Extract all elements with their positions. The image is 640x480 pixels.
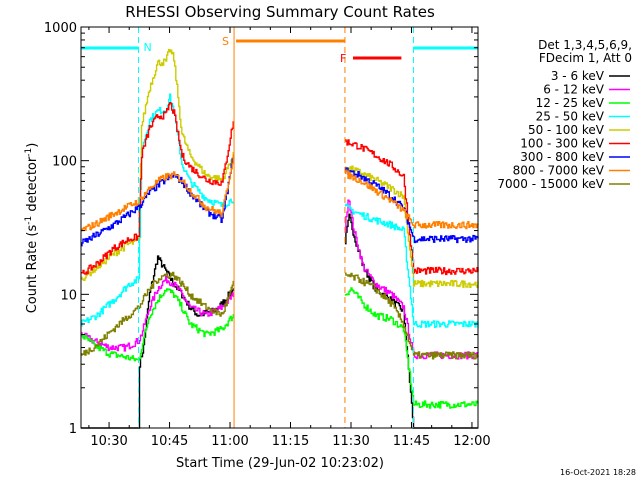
legend-label-3-6-kev: 3 - 6 keV — [551, 69, 605, 83]
legend-entry-50-100-kev: 50 - 100 keV — [528, 123, 630, 137]
legend-label-25-50-kev: 25 - 50 keV — [536, 110, 605, 124]
y-axis-label-main: Count Rate (s — [25, 225, 40, 314]
x-tick-label-11-45: 11:45 — [393, 434, 430, 449]
series-7000-15000-kev — [81, 271, 479, 360]
legend-entry-300-800-kev: 300 - 800 keV — [520, 150, 630, 164]
series-line-100-300-kev-pre — [81, 102, 234, 275]
series-line-50-100-kev-post — [344, 165, 479, 288]
series-line-12-25-kev-pre — [81, 288, 234, 362]
legend-entry-6-12-kev: 6 - 12 keV — [543, 83, 630, 97]
plot-frame — [80, 26, 479, 429]
series-layer — [81, 48, 479, 429]
series-100-300-kev — [81, 102, 479, 276]
series-line-300-800-kev-pre — [81, 158, 234, 247]
series-line-800-7000-kev-pre — [81, 154, 234, 232]
series-line-100-300-kev-post — [344, 139, 479, 276]
legend-entry-25-50-kev: 25 - 50 keV — [536, 110, 630, 124]
x-tick-label-10-30: 10:30 — [90, 434, 127, 449]
legend-label-6-12-kev: 6 - 12 keV — [543, 83, 605, 97]
legend-entry-100-300-kev: 100 - 300 keV — [520, 137, 630, 151]
axis-layer: 10:30 10:45 11:00 11:15 11:30 11:45 12:00 1 10 10… — [44, 21, 491, 449]
series-line-7000-15000-kev-pre — [81, 271, 234, 356]
x-tick-label-10-45: 10:45 — [151, 434, 188, 449]
legend-label-300-800-kev: 300 - 800 keV — [520, 150, 604, 164]
timestamp: 16-Oct-2021 18:28 — [560, 468, 636, 477]
y-axis-label-end: ) — [25, 143, 40, 148]
legend-label-100-300-kev: 100 - 300 keV — [520, 137, 604, 151]
y-axis-label-sup2: -1 — [24, 148, 34, 157]
series-line-12-25-kev-post — [344, 287, 479, 409]
legend-header-line-2: FDecim 1, Att 0 — [539, 51, 632, 65]
series-line-25-50-kev-post — [344, 203, 479, 328]
y-tick-label-1: 1 — [69, 422, 77, 437]
series-line-300-800-kev-post — [344, 167, 479, 244]
y-tick-label-10: 10 — [60, 288, 77, 303]
legend-label-7000-15000-kev: 7000 - 15000 keV — [497, 177, 604, 191]
x-tick-label-11-00: 11:00 — [211, 434, 248, 449]
series-line-7000-15000-kev-post — [344, 272, 479, 360]
series-300-800-kev — [81, 158, 479, 247]
legend-label-50-100-kev: 50 - 100 keV — [528, 123, 605, 137]
series-line-6-12-kev-pre — [81, 275, 234, 352]
series-line-800-7000-kev-post — [344, 170, 479, 230]
saa-label: S — [222, 35, 229, 48]
legend-entry-3-6-kev: 3 - 6 keV — [551, 69, 630, 83]
y-tick-label-1000: 1000 — [44, 21, 77, 36]
y-axis-label-sup1: -1 — [24, 216, 34, 225]
legend-label-12-25-kev: 12 - 25 keV — [536, 96, 605, 110]
legend-entry-7000-15000-kev: 7000 - 15000 keV — [497, 177, 630, 191]
x-axis-label: Start Time (29-Jun-02 10:23:02) — [176, 456, 384, 471]
series-25-50-kev — [81, 93, 479, 328]
series-12-25-kev — [81, 287, 479, 409]
legend-label-800-7000-kev: 800 - 7000 keV — [513, 164, 605, 178]
y-axis-label-mid: detector — [25, 156, 40, 216]
y-tick-label-100: 100 — [52, 155, 77, 170]
chart-title: RHESSI Observing Summary Count Rates — [125, 3, 435, 21]
x-tick-label-12-00: 12:00 — [453, 434, 490, 449]
x-tick-label-11-15: 11:15 — [272, 434, 309, 449]
series-line-25-50-kev-pre — [81, 93, 234, 327]
x-tick-label-11-30: 11:30 — [332, 434, 369, 449]
y-axis-label: Count Rate (s-1 detector-1) — [24, 143, 40, 314]
legend: Det 1,3,4,5,6,9, FDecim 1, Att 0 3 - 6 k… — [497, 38, 632, 191]
series-800-7000-kev — [81, 154, 479, 232]
legend-header-line-1: Det 1,3,4,5,6,9, — [538, 38, 632, 52]
flare-label: F — [340, 52, 346, 65]
legend-entry-12-25-kev: 12 - 25 keV — [536, 96, 630, 110]
legend-entry-800-7000-kev: 800 - 7000 keV — [513, 164, 630, 178]
night-label: N — [143, 41, 151, 54]
